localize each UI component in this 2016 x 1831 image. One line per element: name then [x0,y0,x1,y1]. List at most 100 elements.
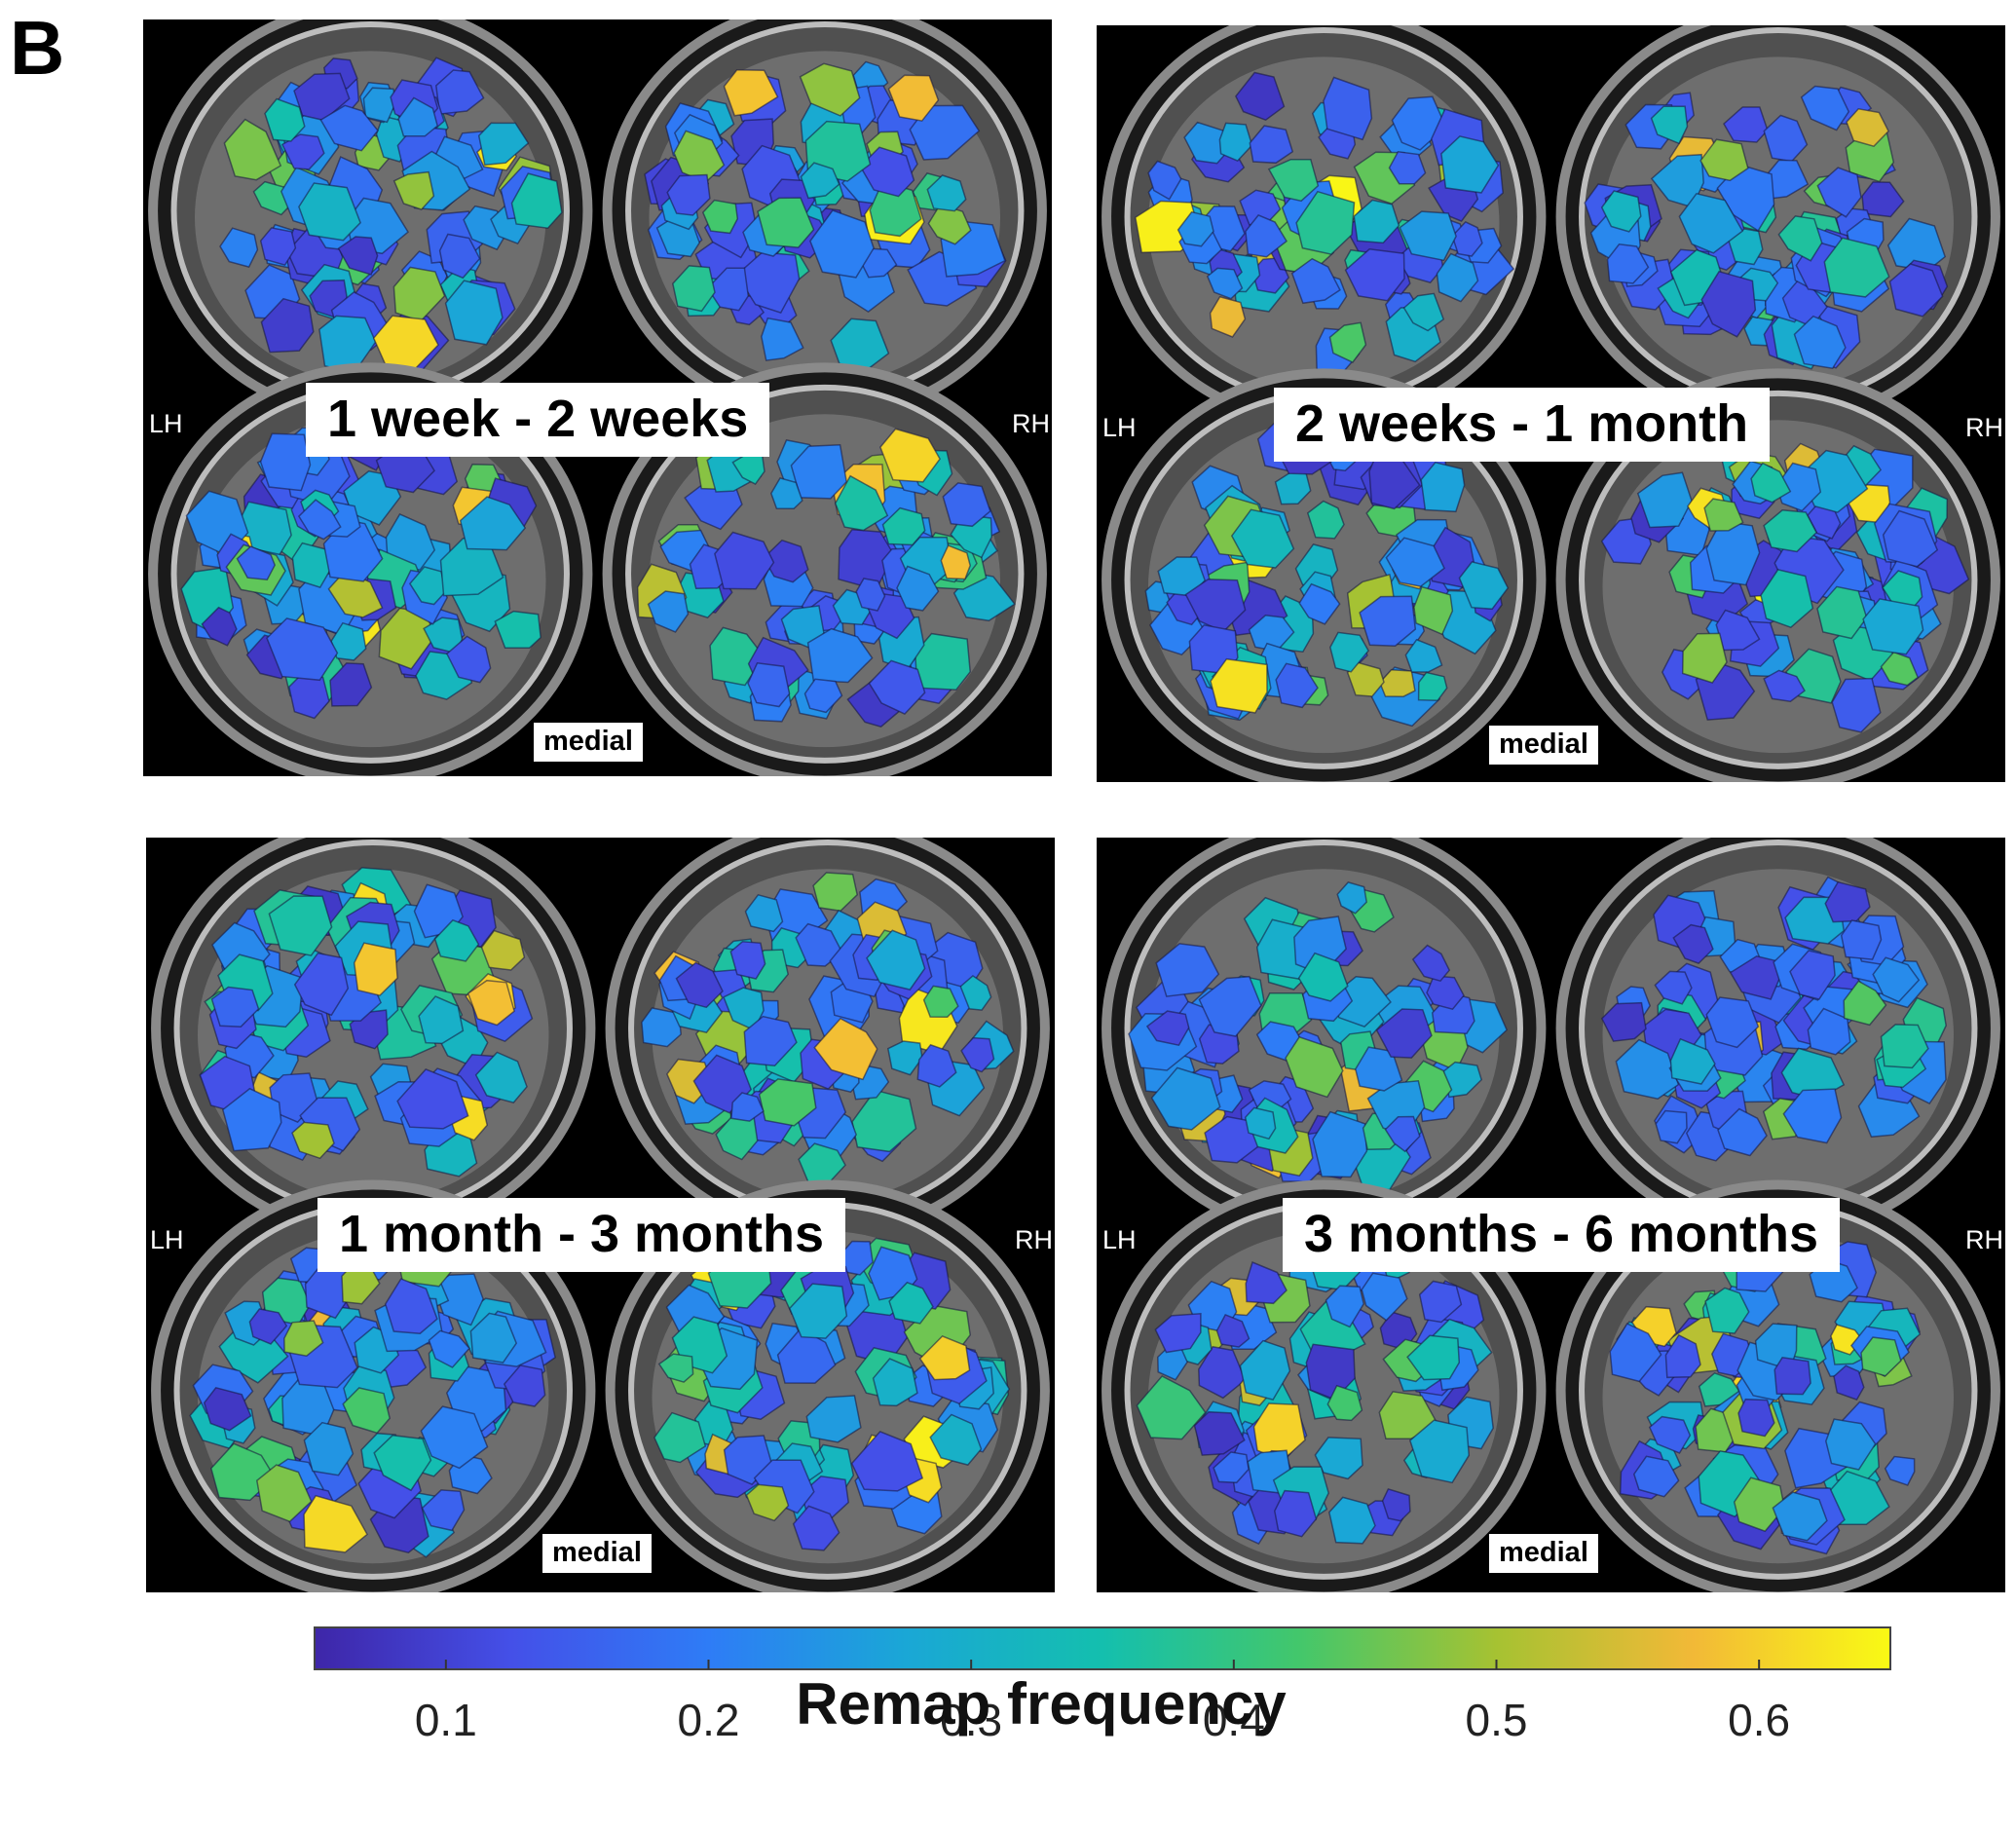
parcel [1145,1010,1190,1047]
parcel [385,513,436,571]
brain-view [1101,838,1547,1240]
parcel [1609,1323,1662,1383]
parcel [745,1483,790,1522]
brain-view [1101,25,1547,429]
parcel [264,97,306,142]
figure-label: B [10,5,65,91]
parcel [477,122,530,167]
parcel [503,1364,546,1407]
parcel [701,199,739,235]
parcel [887,74,940,122]
parcel [1218,122,1253,162]
medial-view-label: medial [1489,1534,1598,1573]
parcel [1413,585,1454,636]
parcel [1154,1312,1202,1354]
parcel [1290,257,1341,305]
parcel [1359,595,1417,647]
parcel [1789,950,1836,1000]
parcel [675,961,724,1009]
parcel [433,918,480,962]
parcel [362,87,397,124]
parcel [1375,1008,1433,1059]
parcel [1327,1496,1376,1545]
parcel [1704,1287,1750,1334]
parcel [1600,190,1642,233]
colorbar-tick-label: 0.1 [414,1695,477,1745]
parcel [896,565,940,612]
parcel [438,233,481,280]
parcel [1385,537,1445,587]
parcel [1326,1384,1363,1422]
parcel [303,1421,355,1476]
parcel [1700,270,1757,338]
parcel [480,929,526,971]
parcel [219,227,259,268]
panel-title: 1 week - 2 weeks [306,383,770,457]
parcel [1353,199,1400,244]
brain-view [605,838,1050,1240]
colorbar-tick-label: 0.4 [1202,1695,1265,1745]
parcel [260,297,315,354]
parcel [1426,975,1465,1011]
parcel [800,162,840,200]
parcel [1329,631,1370,673]
parcel [666,173,711,216]
parcel [297,499,342,541]
brain-panel-3: LH RH 1 month - 3 months medial [146,838,1055,1592]
brain-renderings [1101,25,2000,782]
parcel [888,1281,934,1325]
parcel [421,1489,466,1532]
parcel [1861,181,1905,218]
parcel [445,635,492,684]
parcel [1388,150,1427,185]
parcel [1267,158,1320,203]
parcel [392,170,435,210]
parcel [397,96,439,137]
parcel [1717,1107,1768,1157]
parcel [1862,598,1924,655]
parcel [1793,315,1847,370]
parcel [744,893,784,933]
parcel [1420,461,1466,513]
medial-view-label: medial [542,1534,652,1573]
parcel [1763,669,1806,702]
parcel [1198,975,1262,1037]
parcel [210,986,260,1028]
parcel [1245,1260,1288,1305]
colorbar-title: Remap frequency [796,1671,1287,1737]
parcel [303,1494,368,1553]
parcel [1823,237,1890,298]
parcel [879,428,941,483]
parcel [1715,609,1761,652]
brain-view [148,362,593,776]
parcel [1440,135,1500,194]
parcel [420,1405,489,1470]
parcel [803,678,843,714]
parcel [809,209,875,279]
parcel [653,1411,707,1464]
parcel [428,1329,471,1368]
parcel [1825,1418,1877,1471]
parcel [927,204,972,245]
parcel [353,942,398,996]
colorbar-tick-label: 0.5 [1465,1695,1528,1745]
parcel [1245,213,1288,258]
parcel [1615,1038,1680,1101]
parcel [474,1051,528,1103]
parcel [337,236,379,276]
parcel [259,432,312,492]
parcel [1840,919,1883,960]
parcel [1384,1115,1421,1153]
parcel [1213,1451,1250,1484]
parcel [743,1015,798,1066]
parcel [1750,462,1792,504]
parcel [1399,210,1457,262]
parcel [1325,1285,1364,1328]
parcel [671,265,716,313]
parcel [1136,1374,1207,1440]
panel-title: 2 weeks - 1 month [1274,388,1771,462]
parcel [1699,138,1749,182]
parcel [866,929,926,990]
parcel [1716,164,1775,232]
parcel [1275,662,1319,709]
